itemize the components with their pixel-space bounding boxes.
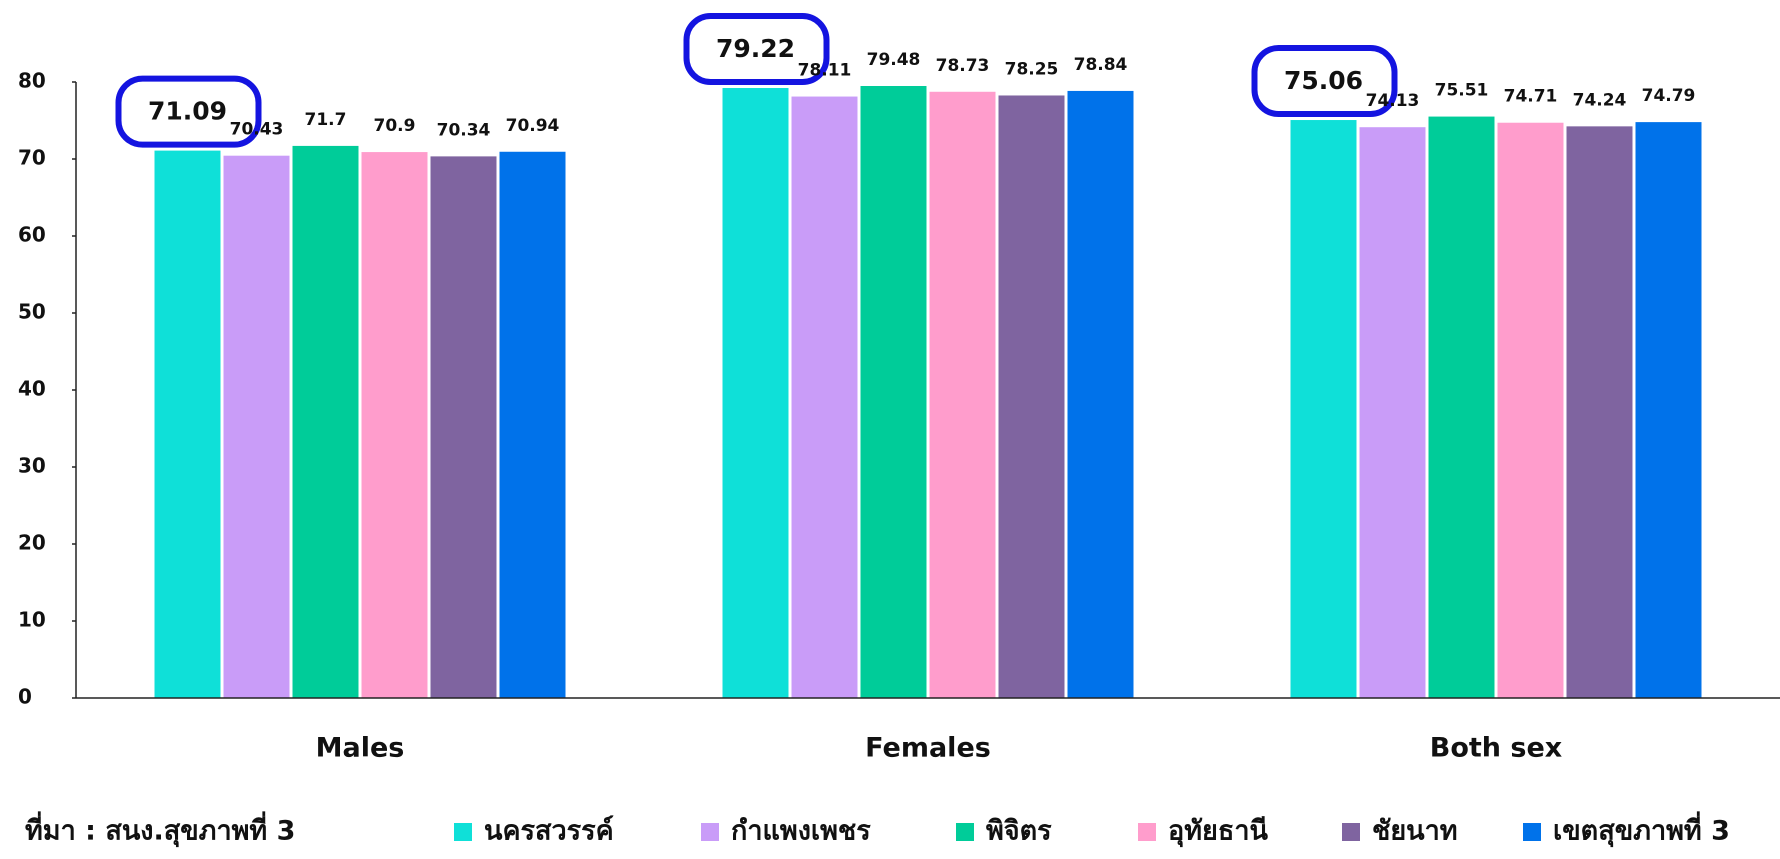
data-label: 78.84 [1074, 55, 1128, 75]
y-tick-label: 0 [18, 685, 32, 709]
bar [722, 88, 789, 699]
bar [154, 150, 221, 698]
legend-label: ชัยนาท [1372, 816, 1458, 847]
data-label: 78.73 [936, 56, 990, 76]
y-tick-label: 80 [18, 69, 46, 93]
bar [1067, 90, 1134, 698]
bar [430, 156, 497, 698]
legend-swatch [1523, 823, 1541, 841]
data-label: 74.71 [1504, 87, 1558, 107]
legend-swatch [701, 823, 719, 841]
bar [1428, 116, 1495, 698]
data-label: 70.94 [506, 116, 560, 136]
legend-label: กำแพงเพชร [731, 816, 871, 847]
y-tick-label: 40 [18, 377, 46, 401]
bar [860, 86, 927, 698]
data-label: 75.06 [1284, 66, 1363, 95]
data-label: 79.22 [716, 34, 795, 63]
source-note: ที่มา : สนง.สุขภาพที่ 3 [25, 811, 295, 848]
data-label: 78.25 [1005, 59, 1059, 79]
legend-label: เขตสุขภาพที่ 3 [1553, 811, 1730, 848]
bar [223, 155, 290, 699]
data-label: 75.51 [1435, 81, 1489, 101]
x-tick-label: Males [316, 733, 405, 764]
legend-swatch [1138, 823, 1156, 841]
x-tick-label: Both sex [1430, 733, 1562, 764]
y-tick-label: 30 [18, 454, 46, 478]
data-label: 70.34 [437, 120, 491, 140]
bar [929, 91, 996, 699]
y-tick-label: 10 [18, 608, 46, 632]
bar [791, 96, 858, 699]
y-tick-label: 20 [18, 531, 46, 555]
y-tick-label: 60 [18, 223, 46, 247]
y-tick-label: 70 [18, 146, 46, 170]
data-label: 74.79 [1642, 86, 1696, 106]
legend-label: นครสวรรค์ [484, 815, 614, 847]
highlight-ring [115, 75, 262, 148]
legend-label: อุทัยธานี [1168, 816, 1268, 848]
data-label: 70.9 [374, 116, 416, 136]
legend-swatch [1342, 823, 1360, 841]
bar [998, 95, 1065, 699]
bar [1566, 126, 1633, 699]
data-label: 79.48 [867, 50, 921, 70]
data-label: 71.09 [148, 97, 227, 126]
bar [1290, 120, 1357, 698]
x-tick-label: Females [865, 733, 991, 764]
data-label: 71.7 [305, 110, 347, 130]
bar [1359, 127, 1426, 699]
highlight-ring [683, 13, 830, 86]
data-label: 70.43 [230, 120, 284, 140]
data-label: 74.13 [1366, 91, 1420, 111]
y-tick-label: 50 [18, 300, 46, 324]
legend-swatch [454, 823, 472, 841]
bar [361, 152, 428, 698]
highlight-ring [1251, 45, 1398, 118]
bar [292, 145, 359, 698]
legend-label: พิจิตร [986, 816, 1052, 847]
data-label: 78.11 [798, 61, 852, 81]
bar [1635, 122, 1702, 698]
bar [499, 151, 566, 699]
data-label: 74.24 [1573, 90, 1627, 110]
bar [1497, 122, 1564, 698]
legend-swatch [956, 823, 974, 841]
